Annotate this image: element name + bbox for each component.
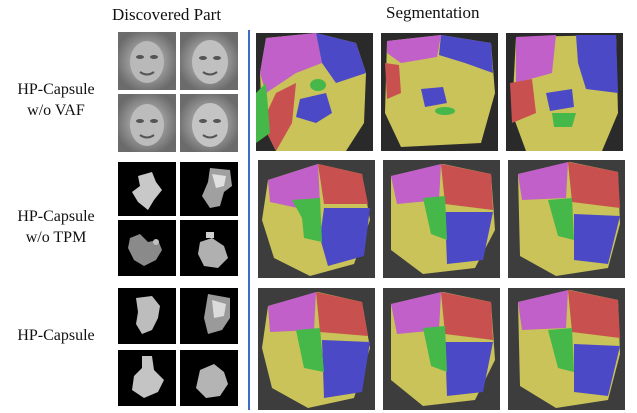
segmentation-header: Segmentation [386, 3, 480, 22]
discovered-part-image [118, 94, 176, 152]
segmentation-image [258, 160, 375, 278]
discovered-part-image [118, 162, 176, 216]
discovered-part-image [118, 220, 176, 276]
row-label-line2: w/o TPM [25, 229, 87, 246]
discovered-part-image [180, 220, 238, 276]
discovered-part-header: Discovered Part [112, 5, 222, 24]
row-label-line1: HP-Capsule [17, 327, 95, 344]
segmentation-image [381, 33, 498, 151]
row-label-vaf: HP-Capsule w/o VAF [0, 79, 112, 121]
discovered-part-image [180, 94, 238, 152]
row-label-line1: HP-Capsule [17, 208, 95, 225]
row-label-line1: HP-Capsule [17, 81, 95, 98]
segmentation-image [256, 33, 373, 151]
discovered-part-image [118, 350, 176, 406]
discovered-part-image [118, 32, 176, 90]
segmentation-image [383, 160, 500, 278]
segmentation-image [508, 160, 625, 278]
discovered-part-image [118, 288, 176, 344]
segmentation-image [383, 288, 500, 410]
segmentation-image [258, 288, 375, 410]
row-label-full: HP-Capsule [0, 325, 112, 346]
segmentation-image [506, 33, 623, 151]
vertical-divider [248, 30, 250, 410]
discovered-part-image [180, 288, 238, 344]
discovered-part-image [180, 32, 238, 90]
row-label-line2: w/o VAF [27, 102, 85, 119]
row-label-tpm: HP-Capsule w/o TPM [0, 206, 112, 248]
segmentation-image [508, 288, 625, 410]
discovered-part-image [180, 350, 238, 406]
discovered-part-image [180, 162, 238, 216]
